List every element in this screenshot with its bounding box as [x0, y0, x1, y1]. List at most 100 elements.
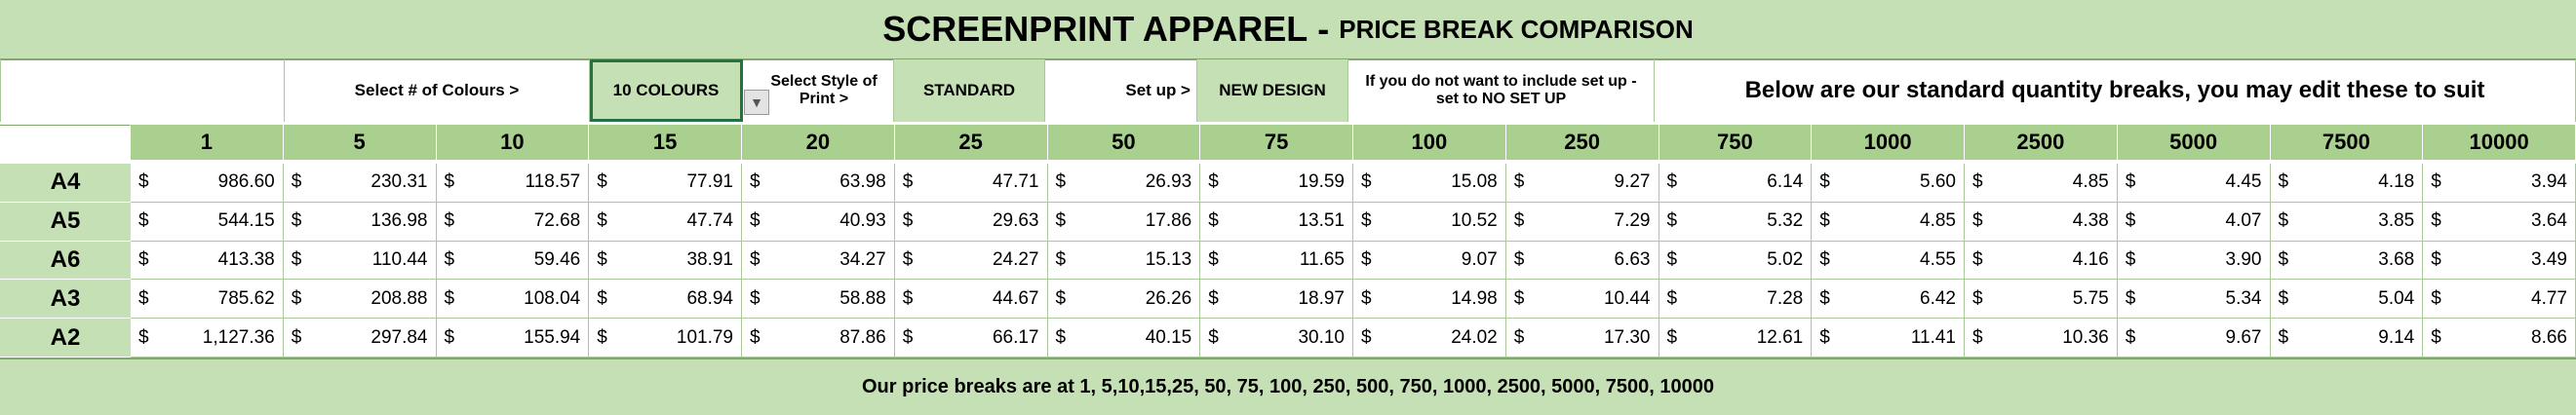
- price-cell[interactable]: $77.91: [589, 164, 742, 203]
- price-cell[interactable]: $118.57: [436, 164, 590, 203]
- price-cell[interactable]: $6.14: [1659, 164, 1813, 203]
- price-cell[interactable]: $3.90: [2117, 241, 2271, 281]
- price-cell[interactable]: $24.27: [894, 241, 1048, 281]
- price-cell[interactable]: $230.31: [283, 164, 437, 203]
- price-cell[interactable]: $9.27: [1505, 164, 1659, 203]
- price-cell[interactable]: $4.38: [1965, 202, 2118, 242]
- price-cell[interactable]: $19.59: [1200, 164, 1353, 203]
- price-cell[interactable]: $34.27: [742, 241, 895, 281]
- price-cell[interactable]: $11.41: [1812, 319, 1965, 358]
- column-header[interactable]: 750: [1659, 125, 1813, 160]
- price-cell[interactable]: $12.61: [1659, 319, 1813, 358]
- price-cell[interactable]: $40.93: [742, 202, 895, 242]
- price-cell[interactable]: $4.85: [1965, 164, 2118, 203]
- price-cell[interactable]: $9.67: [2117, 319, 2271, 358]
- price-cell[interactable]: $155.94: [436, 319, 590, 358]
- column-header[interactable]: 1: [131, 125, 284, 160]
- price-cell[interactable]: $3.64: [2423, 202, 2576, 242]
- price-cell[interactable]: $7.29: [1505, 202, 1659, 242]
- price-cell[interactable]: $87.86: [742, 319, 895, 358]
- price-cell[interactable]: $785.62: [131, 280, 284, 320]
- price-cell[interactable]: $3.49: [2423, 241, 2576, 281]
- price-cell[interactable]: $4.45: [2117, 164, 2271, 203]
- column-header[interactable]: 10000: [2423, 125, 2576, 160]
- price-cell[interactable]: $136.98: [283, 202, 437, 242]
- price-cell[interactable]: $26.93: [1047, 164, 1201, 203]
- price-cell[interactable]: $47.74: [589, 202, 742, 242]
- price-cell[interactable]: $5.34: [2117, 280, 2271, 320]
- style-select[interactable]: STANDARD: [894, 59, 1045, 122]
- price-cell[interactable]: $4.85: [1812, 202, 1965, 242]
- price-cell[interactable]: $7.28: [1659, 280, 1813, 320]
- price-cell[interactable]: $208.88: [283, 280, 437, 320]
- price-cell[interactable]: $1,127.36: [131, 319, 284, 358]
- price-cell[interactable]: $5.04: [2270, 280, 2424, 320]
- price-cell[interactable]: $108.04: [436, 280, 590, 320]
- price-cell[interactable]: $4.16: [1965, 241, 2118, 281]
- price-cell[interactable]: $110.44: [283, 241, 437, 281]
- price-cell[interactable]: $10.44: [1505, 280, 1659, 320]
- price-cell[interactable]: $14.98: [1353, 280, 1506, 320]
- price-cell[interactable]: $58.88: [742, 280, 895, 320]
- price-cell[interactable]: $66.17: [894, 319, 1048, 358]
- price-cell[interactable]: $3.85: [2270, 202, 2424, 242]
- price-cell[interactable]: $15.13: [1047, 241, 1201, 281]
- price-cell[interactable]: $5.60: [1812, 164, 1965, 203]
- colours-select[interactable]: 10 COLOURS: [590, 59, 743, 122]
- price-cell[interactable]: $13.51: [1200, 202, 1353, 242]
- price-cell[interactable]: $47.71: [894, 164, 1048, 203]
- price-cell[interactable]: $18.97: [1200, 280, 1353, 320]
- price-cell[interactable]: $72.68: [436, 202, 590, 242]
- price-cell[interactable]: $4.77: [2423, 280, 2576, 320]
- price-cell[interactable]: $544.15: [131, 202, 284, 242]
- column-header[interactable]: 1000: [1812, 125, 1965, 160]
- price-cell[interactable]: $59.46: [436, 241, 590, 281]
- price-cell[interactable]: $4.07: [2117, 202, 2271, 242]
- price-cell[interactable]: $413.38: [131, 241, 284, 281]
- price-cell[interactable]: $5.02: [1659, 241, 1813, 281]
- price-cell[interactable]: $30.10: [1200, 319, 1353, 358]
- price-cell[interactable]: $10.52: [1353, 202, 1506, 242]
- price-cell[interactable]: $5.75: [1965, 280, 2118, 320]
- price-cell[interactable]: $3.68: [2270, 241, 2424, 281]
- column-header[interactable]: 50: [1047, 125, 1201, 160]
- column-header[interactable]: 5000: [2117, 125, 2271, 160]
- price-cell[interactable]: $15.08: [1353, 164, 1506, 203]
- price-cell[interactable]: $986.60: [131, 164, 284, 203]
- price-cell[interactable]: $4.18: [2270, 164, 2424, 203]
- column-header[interactable]: 7500: [2270, 125, 2424, 160]
- price-cell[interactable]: $4.55: [1812, 241, 1965, 281]
- price-cell[interactable]: $9.07: [1353, 241, 1506, 281]
- price-cell[interactable]: $297.84: [283, 319, 437, 358]
- price-cell[interactable]: $6.63: [1505, 241, 1659, 281]
- column-header[interactable]: 25: [894, 125, 1048, 160]
- price-cell[interactable]: $38.91: [589, 241, 742, 281]
- price-cell[interactable]: $11.65: [1200, 241, 1353, 281]
- price-cell[interactable]: $9.14: [2270, 319, 2424, 358]
- column-header[interactable]: 20: [742, 125, 895, 160]
- price-cell[interactable]: $26.26: [1047, 280, 1201, 320]
- column-header[interactable]: 5: [283, 125, 437, 160]
- price-cell[interactable]: $29.63: [894, 202, 1048, 242]
- price-cell[interactable]: $24.02: [1353, 319, 1506, 358]
- price-cell[interactable]: $68.94: [589, 280, 742, 320]
- column-header[interactable]: 15: [589, 125, 742, 160]
- price-cell[interactable]: $5.32: [1659, 202, 1813, 242]
- price-cell[interactable]: $10.36: [1965, 319, 2118, 358]
- column-header[interactable]: 10: [436, 125, 590, 160]
- column-header[interactable]: 2500: [1965, 125, 2118, 160]
- price-cell[interactable]: $63.98: [742, 164, 895, 203]
- price-cell[interactable]: $17.30: [1505, 319, 1659, 358]
- colours-dropdown-arrow-icon[interactable]: ▼: [744, 90, 769, 115]
- price-cell[interactable]: $40.15: [1047, 319, 1201, 358]
- price-cell[interactable]: $44.67: [894, 280, 1048, 320]
- price-cell[interactable]: $8.66: [2423, 319, 2576, 358]
- column-header[interactable]: 100: [1353, 125, 1506, 160]
- column-header[interactable]: 250: [1505, 125, 1659, 160]
- price-cell[interactable]: $6.42: [1812, 280, 1965, 320]
- column-header[interactable]: 75: [1200, 125, 1353, 160]
- price-cell[interactable]: $17.86: [1047, 202, 1201, 242]
- setup-select[interactable]: NEW DESIGN: [1197, 59, 1348, 122]
- price-cell[interactable]: $3.94: [2423, 164, 2576, 203]
- price-cell[interactable]: $101.79: [589, 319, 742, 358]
